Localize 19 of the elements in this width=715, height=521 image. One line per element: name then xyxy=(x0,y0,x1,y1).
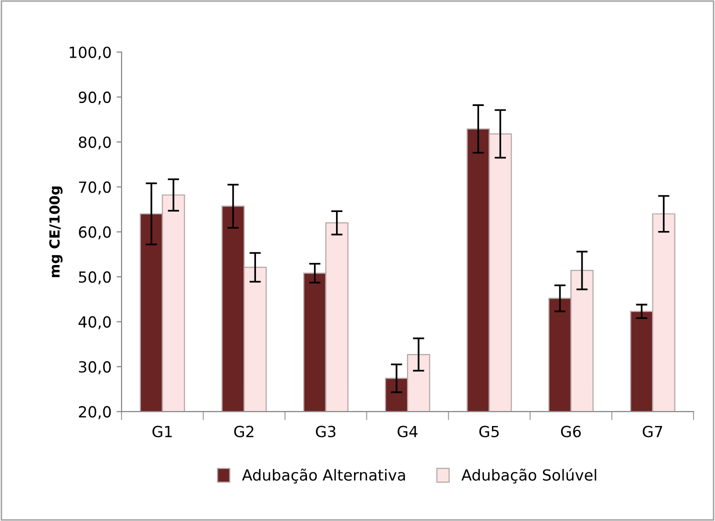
y-tick-label: 90,0 xyxy=(78,92,111,105)
x-tick-label: G4 xyxy=(398,426,418,438)
y-tick-label: 30,0 xyxy=(78,361,111,374)
x-tick-label: G6 xyxy=(561,426,581,438)
y-axis-title: mg CE/100g xyxy=(49,186,63,278)
y-tick-label: 100,0 xyxy=(70,46,111,60)
x-tick-label: G5 xyxy=(479,426,499,438)
y-tick-label: 80,0 xyxy=(78,136,111,150)
y-tick-label: 20,0 xyxy=(78,406,111,420)
x-tick-label: G1 xyxy=(152,426,172,438)
y-tick-label: 60,0 xyxy=(78,226,111,240)
legend-label: Adubação Solúvel xyxy=(461,468,596,484)
y-tick-label: 50,0 xyxy=(78,271,111,284)
x-tick-label: G2 xyxy=(234,426,254,438)
x-tick-label: G3 xyxy=(316,426,336,438)
legend-label: Adubação Alternativa xyxy=(242,468,405,484)
y-tick-label: 40,0 xyxy=(78,316,111,330)
y-tick-label: 70,0 xyxy=(79,181,111,194)
x-tick-label: G7 xyxy=(642,426,662,438)
